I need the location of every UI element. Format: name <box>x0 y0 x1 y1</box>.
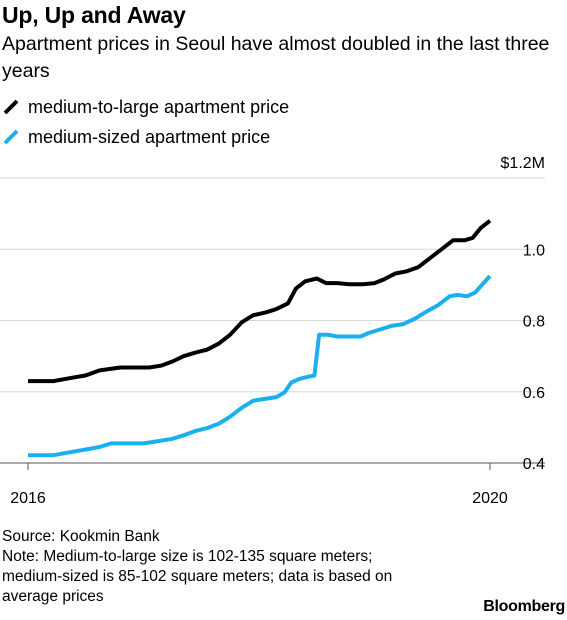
legend-swatch-black-icon <box>2 98 20 116</box>
legend-label-medium-to-large: medium-to-large apartment price <box>28 97 290 117</box>
legend-swatch-blue-icon <box>2 128 20 146</box>
brand-logo: Bloomberg <box>483 598 565 615</box>
y-tick-label-3: 0.6 <box>523 385 545 402</box>
chart-title: Up, Up and Away <box>2 2 186 28</box>
legend-item-medium-to-large: medium-to-large apartment price <box>2 92 289 122</box>
note-text: Note: Medium-to-large size is 102-135 sq… <box>2 548 393 605</box>
y-tick-label-2: 0.8 <box>523 314 545 331</box>
y-tick-label-1: 1.0 <box>523 242 545 259</box>
y-tick-label-0: $1.2M <box>501 155 545 172</box>
x-tick-label-0: 2016 <box>10 490 46 507</box>
series-line-medium-sized <box>28 274 492 458</box>
chart-subtitle: Apartment prices in Seoul have almost do… <box>2 33 550 82</box>
series-line-medium-to-large <box>28 219 492 384</box>
legend: medium-to-large apartment price medium-s… <box>2 92 289 152</box>
legend-item-medium-sized: medium-sized apartment price <box>2 122 289 152</box>
source-text: Source: Kookmin Bank <box>2 528 160 545</box>
y-tick-label-4: 0.4 <box>523 456 545 473</box>
footer: Source: Kookmin Bank Note: Medium-to-lar… <box>2 527 432 607</box>
legend-label-medium-sized: medium-sized apartment price <box>28 127 271 147</box>
line-chart: $1.2M 1.0 0.8 0.6 0.4 2016 2020 <box>0 155 545 507</box>
x-tick-label-1: 2020 <box>472 490 508 507</box>
